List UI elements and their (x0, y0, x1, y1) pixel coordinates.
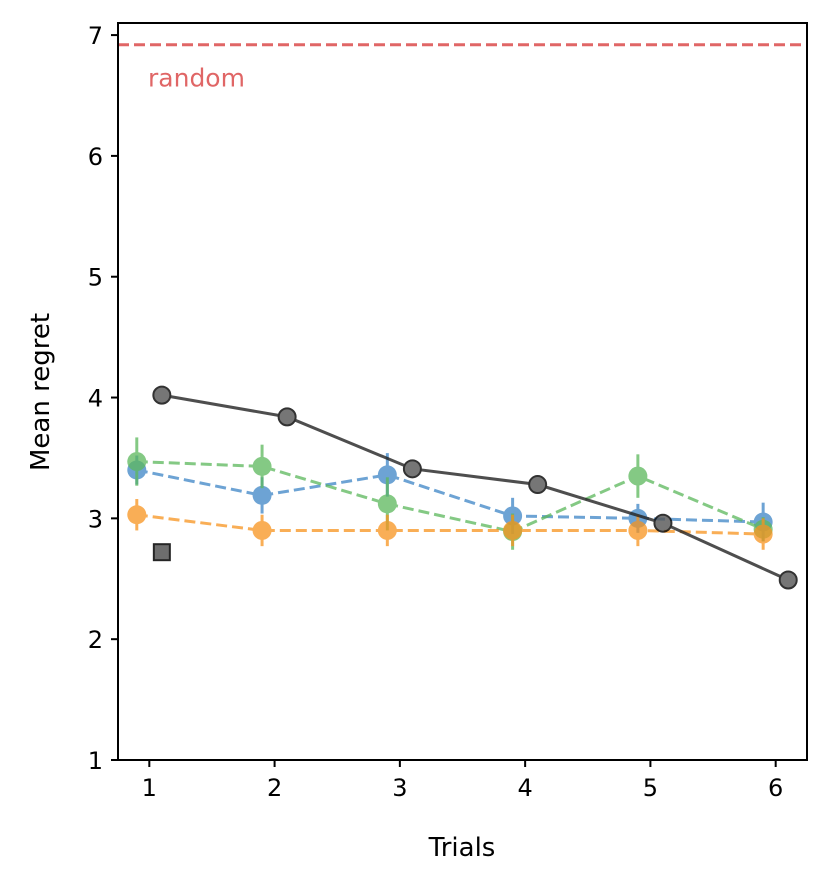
y-tick-label: 6 (88, 143, 103, 171)
series-line-black (161, 393, 789, 582)
x-tick-label: 3 (392, 774, 407, 802)
y-axis-title: Mean regret (26, 313, 56, 471)
data-point-orange (503, 520, 523, 540)
y-tick-label: 1 (88, 747, 103, 775)
data-point-black (528, 475, 548, 495)
data-point-green (377, 494, 397, 514)
data-point-blue (252, 485, 272, 505)
x-tick-label: 1 (142, 774, 157, 802)
data-point-black (653, 513, 673, 533)
data-point-green (628, 466, 648, 486)
data-point-black (778, 570, 798, 590)
data-point-black-square (152, 543, 171, 562)
series-line-green (136, 460, 764, 534)
y-tick-label: 4 (88, 385, 103, 413)
data-point-orange (628, 520, 648, 540)
data-point-green (127, 452, 147, 472)
series-black (152, 385, 798, 590)
plot-frame (117, 22, 808, 761)
data-point-orange (252, 520, 272, 540)
x-tick-label: 4 (517, 774, 532, 802)
x-tick-label: 6 (768, 774, 783, 802)
plot-marks (118, 43, 807, 590)
x-axis-title: Trials (428, 833, 496, 863)
data-point-black (402, 459, 422, 479)
y-tick-label: 5 (88, 264, 103, 292)
random-reference-label: random (148, 64, 245, 93)
data-point-orange (377, 520, 397, 540)
data-point-green (252, 456, 272, 476)
data-point-black (277, 407, 297, 427)
y-tick-label: 2 (88, 626, 103, 654)
data-point-orange (753, 524, 773, 544)
y-tick-label: 3 (88, 505, 103, 533)
data-point-orange (127, 505, 147, 525)
x-tick-label: 2 (267, 774, 282, 802)
x-tick-label: 5 (643, 774, 658, 802)
y-tick-label: 7 (88, 22, 103, 50)
data-point-blue (377, 465, 397, 485)
data-point-black (152, 385, 172, 405)
axis-ticks: 1 2 3 4 5 6 1 2 3 4 5 6 7 (88, 22, 784, 802)
